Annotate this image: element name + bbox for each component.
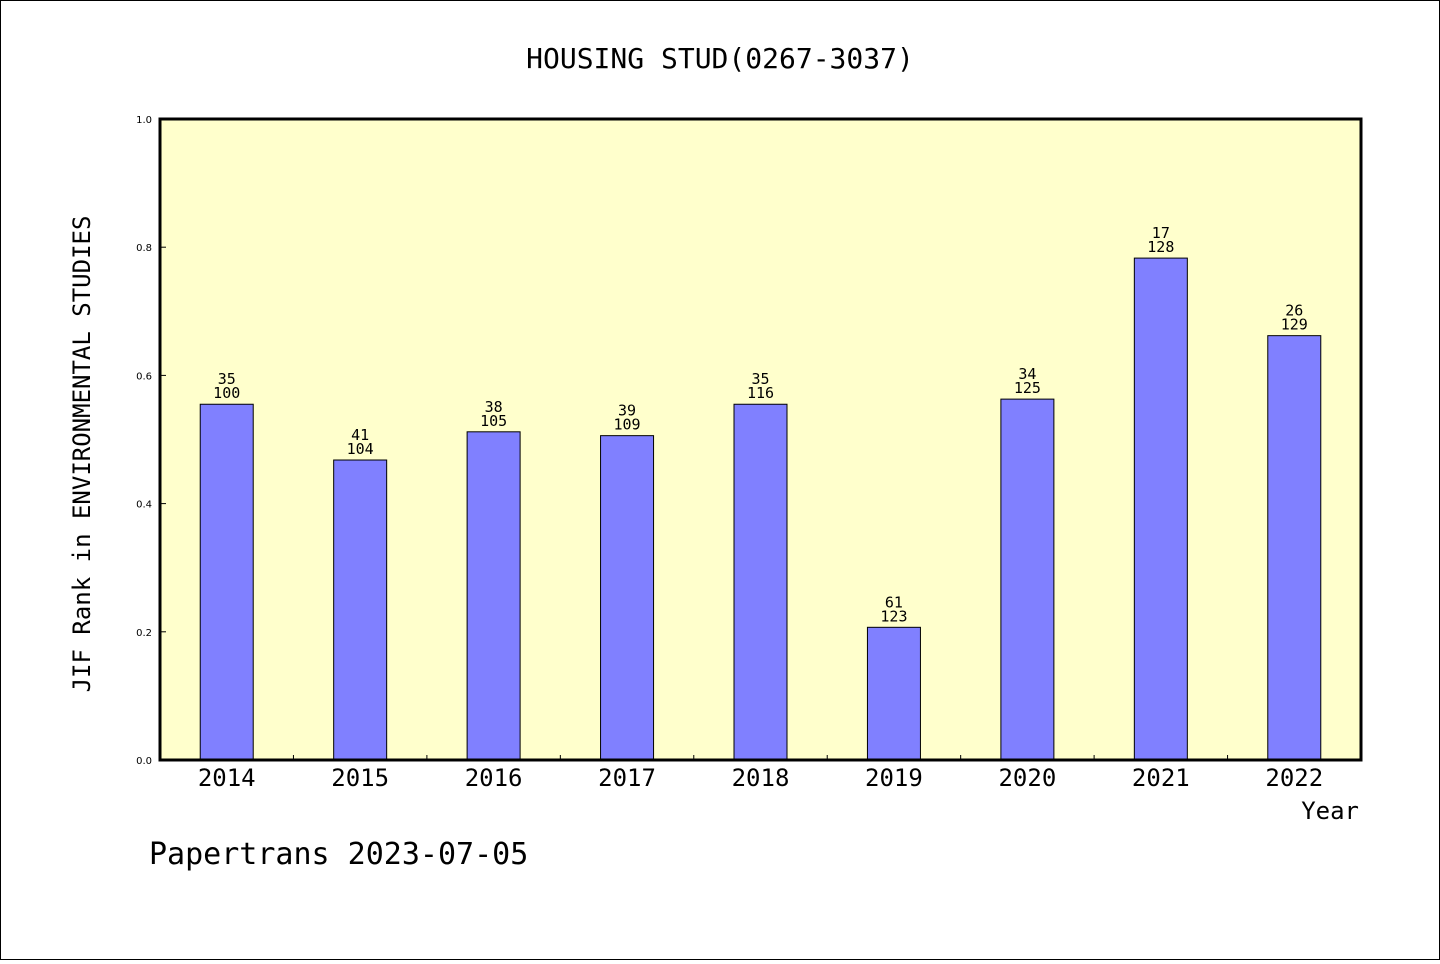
plot-border (158, 117, 1363, 762)
bar-rank-label: 41 (351, 426, 369, 444)
bar-rank-label: 38 (485, 398, 503, 416)
y-tick-label: 0.0 (136, 756, 152, 767)
bar-total-label: 129 (1281, 316, 1308, 334)
bars-group: 3510041104381053910935116611233412517128… (199, 224, 1322, 761)
y-tick-label: 1.0 (136, 115, 152, 126)
bar-rank-label: 34 (1018, 365, 1036, 383)
x-tick-label: 2017 (598, 764, 656, 792)
bar-total-label: 123 (880, 607, 907, 625)
footer-text: Papertrans 2023-07-05 (149, 837, 528, 872)
x-tick-label: 2021 (1132, 764, 1190, 792)
bar (199, 403, 254, 761)
bar-total-label: 100 (213, 384, 240, 402)
bar-rank-label: 35 (218, 370, 236, 388)
x-tick-label: 2020 (998, 764, 1056, 792)
bar-rank-label: 39 (618, 402, 636, 420)
x-tick-label: 2016 (465, 764, 523, 792)
x-tick-label: 2022 (1265, 764, 1323, 792)
bar-total-label: 128 (1147, 238, 1174, 256)
x-tick-label: 2014 (198, 764, 256, 792)
bar (333, 459, 388, 761)
bar-rank-label: 26 (1285, 302, 1303, 320)
y-tick-label: 0.4 (136, 500, 152, 511)
bar (600, 435, 655, 761)
bar-total-label: 109 (614, 416, 641, 434)
y-tick-label: 0.2 (136, 628, 152, 639)
y-tick-label: 0.8 (136, 243, 152, 254)
bar (866, 626, 921, 761)
bar (1133, 257, 1188, 761)
y-tick-label: 0.6 (136, 371, 152, 382)
bar (466, 431, 521, 761)
bar-rank-label: 61 (885, 593, 903, 611)
bar-total-label: 125 (1014, 379, 1041, 397)
bar (1000, 398, 1055, 761)
x-axis-label: Year (1301, 797, 1359, 825)
bar (1267, 335, 1322, 761)
x-tick-label: 2018 (732, 764, 790, 792)
bar-total-label: 104 (347, 440, 374, 458)
x-tick-label: 2019 (865, 764, 923, 792)
bar-total-label: 105 (480, 412, 507, 430)
bar-total-label: 116 (747, 384, 774, 402)
ticks-group: 0.0 0.2 0.4 0.6 0.8 1.0 2014 2015 2016 2017 2018 20… (136, 115, 1323, 792)
bar-rank-label: 17 (1152, 224, 1170, 242)
bar (733, 403, 788, 761)
bar-rank-label: 35 (751, 370, 769, 388)
y-axis-label: JIF Rank in ENVIRONMENTAL STUDIES (68, 216, 96, 693)
chart-title: HOUSING STUD(0267-3037) (526, 42, 914, 75)
x-tick-label: 2015 (331, 764, 389, 792)
